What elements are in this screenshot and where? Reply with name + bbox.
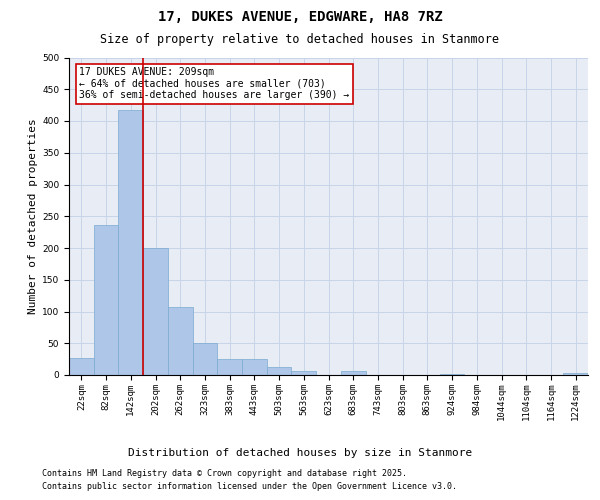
Bar	[440, 374, 464, 375]
Bar	[292, 370, 316, 375]
Text: Distribution of detached houses by size in Stanmore: Distribution of detached houses by size …	[128, 448, 472, 458]
Text: Contains HM Land Registry data © Crown copyright and database right 2025.: Contains HM Land Registry data © Crown c…	[42, 468, 407, 477]
Bar	[341, 370, 365, 375]
Bar	[193, 343, 217, 375]
Bar	[267, 366, 292, 375]
Bar	[217, 359, 242, 375]
Text: Contains public sector information licensed under the Open Government Licence v3: Contains public sector information licen…	[42, 482, 457, 491]
Bar	[168, 307, 193, 375]
Bar	[94, 224, 118, 375]
Text: Size of property relative to detached houses in Stanmore: Size of property relative to detached ho…	[101, 32, 499, 46]
Bar	[242, 359, 267, 375]
Text: 17 DUKES AVENUE: 209sqm
← 64% of detached houses are smaller (703)
36% of semi-d: 17 DUKES AVENUE: 209sqm ← 64% of detache…	[79, 67, 350, 100]
Text: 17, DUKES AVENUE, EDGWARE, HA8 7RZ: 17, DUKES AVENUE, EDGWARE, HA8 7RZ	[158, 10, 442, 24]
Bar	[69, 358, 94, 375]
Bar	[143, 248, 168, 375]
Y-axis label: Number of detached properties: Number of detached properties	[28, 118, 38, 314]
Bar	[563, 373, 588, 375]
Bar	[118, 110, 143, 375]
